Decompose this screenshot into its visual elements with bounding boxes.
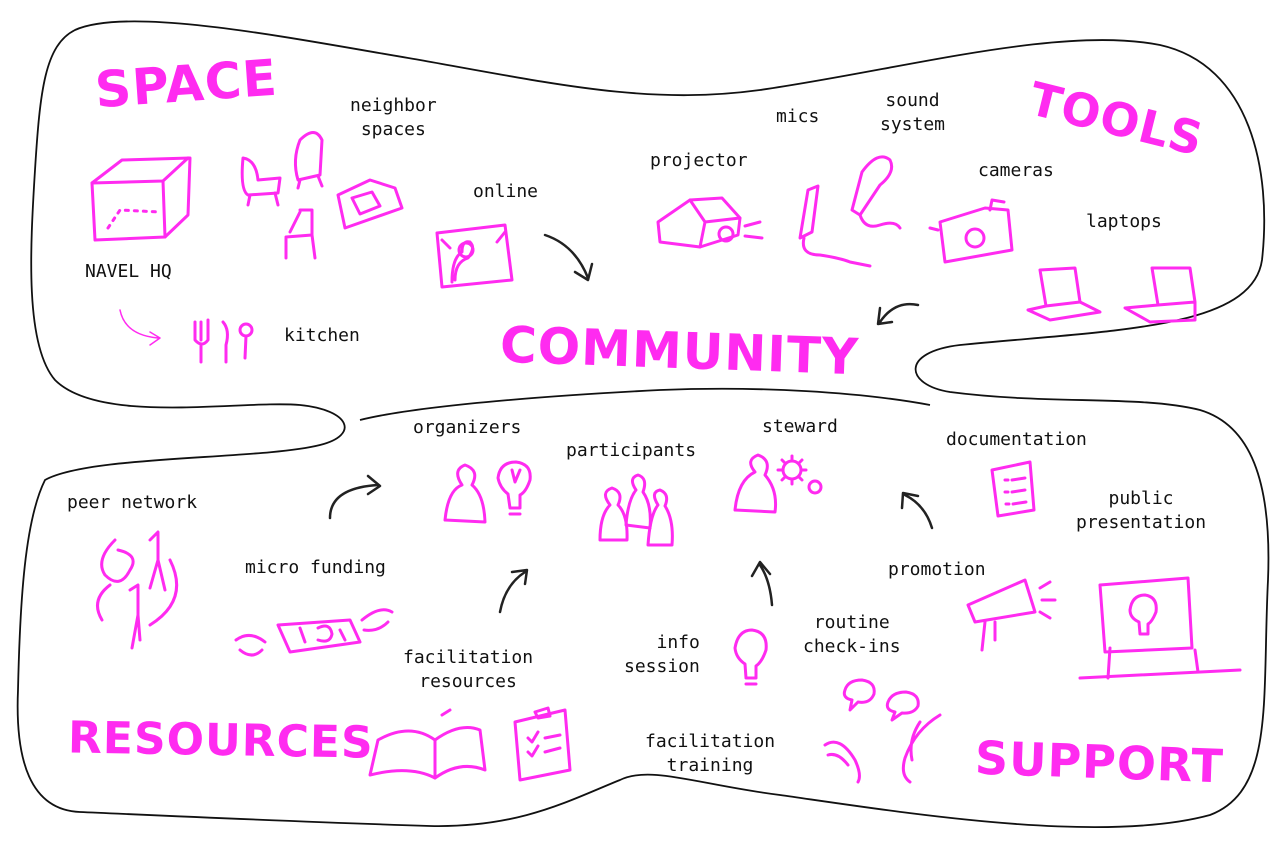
organizer-figure-icon <box>443 460 532 524</box>
money-icon <box>234 608 394 657</box>
box-icon <box>90 156 192 242</box>
label-online: online <box>473 181 539 202</box>
label-peer-network: peer network <box>67 492 198 513</box>
online-screen-icon <box>435 223 514 289</box>
megaphone-icon <box>966 578 1057 652</box>
chairs-icon <box>240 131 404 260</box>
lightbulb-icon <box>733 628 768 686</box>
label-public-presentation: public presentation <box>1076 488 1207 533</box>
camera-icon <box>928 198 1014 264</box>
steward-gears-icon <box>733 453 823 514</box>
arrow-funding-to-participants <box>498 568 529 614</box>
document-icon <box>990 460 1036 518</box>
label-neighbor-spaces: neighbor spaces <box>350 95 437 140</box>
label-laptops: laptops <box>1086 211 1162 232</box>
label-info-session: info session <box>624 632 700 677</box>
arrow-promotion-to-documentation <box>900 491 934 530</box>
section-title-support: SUPPORT <box>974 730 1225 794</box>
participants-icon <box>598 473 674 547</box>
arrow-online-to-community <box>543 233 594 282</box>
label-micro-funding: micro funding <box>245 557 386 578</box>
book-icon <box>368 708 487 780</box>
label-navel-hq: NAVEL HQ <box>85 261 172 282</box>
arrow-peer-to-organizers <box>328 474 382 520</box>
label-documentation: documentation <box>946 429 1087 450</box>
label-promotion: promotion <box>888 559 986 580</box>
section-title-resources: RESOURCES <box>67 712 375 769</box>
peer-network-icon <box>96 530 179 650</box>
label-sound-system: sound system <box>880 90 946 135</box>
cutlery-icon <box>193 318 254 364</box>
label-routine-checkins: routine check-ins <box>803 612 901 657</box>
speech-bubbles-icon <box>842 678 920 722</box>
arrow-hq-to-kitchen <box>119 309 161 346</box>
label-cameras: cameras <box>978 160 1054 181</box>
label-projector: projector <box>650 150 748 171</box>
laptops-icon <box>1026 266 1197 324</box>
label-mics: mics <box>776 106 820 127</box>
presentation-icon <box>1078 576 1242 680</box>
projector-icon <box>656 196 764 249</box>
hands-icon <box>823 713 942 784</box>
label-steward: steward <box>762 416 838 437</box>
inner-outline-top <box>359 387 931 421</box>
label-kitchen: kitchen <box>284 325 360 346</box>
label-facilitation-training: facilitation training <box>645 731 776 776</box>
clipboard-icon <box>513 706 572 782</box>
top-blob-outline <box>16 20 1270 829</box>
label-facilitation-resources: facilitation resources <box>403 647 534 692</box>
arrow-tools-to-community <box>876 302 920 326</box>
mic-icon <box>798 155 902 268</box>
label-participants: participants <box>566 440 697 461</box>
label-organizers: organizers <box>413 417 522 438</box>
arrow-checkins-to-steward <box>750 560 774 607</box>
